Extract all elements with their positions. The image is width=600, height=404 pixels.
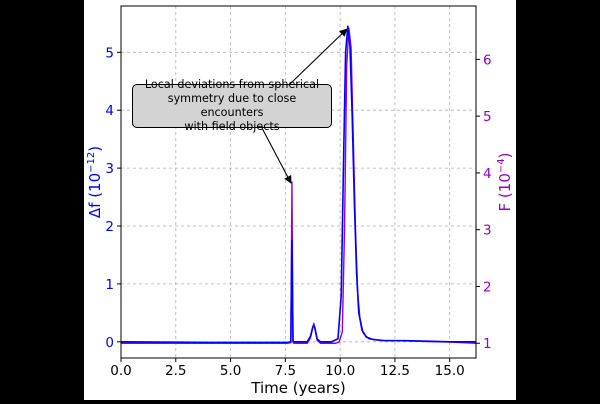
right-tick-label: 2 <box>483 279 492 295</box>
right-tick-label: 4 <box>483 166 492 182</box>
right-axis-label-main: F (10 <box>496 173 514 211</box>
left-axis-label-close: ) <box>86 146 104 152</box>
right-axis-label: F (10−4) <box>496 153 514 212</box>
right-axis-label-exp: −4 <box>496 158 507 173</box>
plot-area <box>121 6 476 358</box>
left-axis-label-exp: −12 <box>86 152 97 173</box>
right-axis-label-close: ) <box>496 153 514 159</box>
annotation-arrow <box>261 127 292 184</box>
left-tick-label: 3 <box>105 161 114 177</box>
x-tick-label: 5.0 <box>220 363 241 379</box>
x-tick-label: 10.0 <box>325 363 355 379</box>
left-tick-label: 0 <box>105 335 114 351</box>
series-group <box>120 25 477 344</box>
left-axis-label: Δf (10−12) <box>86 146 104 218</box>
annotation-line-2: symmetry due to close encounters <box>167 92 297 119</box>
right-tick-label: 1 <box>483 336 492 352</box>
ticks: 0.0 2.5 5.0 7.5 10.0 12.5 15.0 0 1 2 3 4 5 1 2 3 4 5 6 <box>105 45 491 379</box>
left-tick-label: 4 <box>105 103 114 119</box>
left-tick-label: 5 <box>105 45 114 61</box>
x-axis-label: Time (years) <box>250 379 345 397</box>
left-tick-label: 1 <box>105 277 114 293</box>
annotation-arrows <box>261 28 348 184</box>
x-tick-label: 15.0 <box>435 363 465 379</box>
right-tick-label: 6 <box>483 52 492 68</box>
x-tick-label: 12.5 <box>380 363 410 379</box>
annotation-line-1: Local deviations from spherical <box>144 78 320 91</box>
annotation-arrow <box>289 28 348 85</box>
left-axis-label-main: Δf (10 <box>86 173 104 218</box>
x-tick-label: 2.5 <box>165 363 186 379</box>
annotation-box: Local deviations from spherical symmetry… <box>132 78 332 133</box>
series-line-delta-f <box>120 25 476 344</box>
right-tick-label: 3 <box>483 223 492 239</box>
plot-frame <box>120 5 477 359</box>
right-tick-label: 5 <box>483 109 492 125</box>
x-tick-label: 7.5 <box>275 363 296 379</box>
left-tick-label: 2 <box>105 219 114 235</box>
annotation-line-3: with field objects <box>184 120 280 133</box>
x-tick-label: 0.0 <box>110 363 131 379</box>
